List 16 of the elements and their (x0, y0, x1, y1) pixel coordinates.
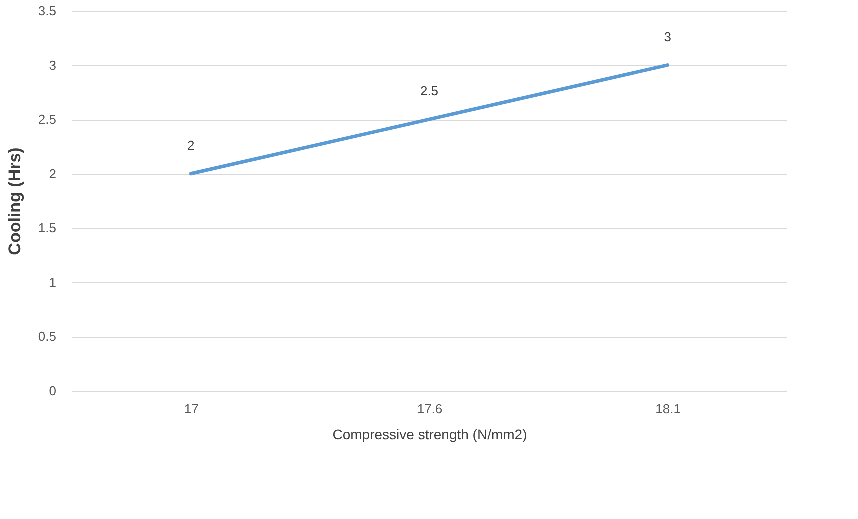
data-label: 2.5 (420, 84, 439, 99)
y-axis-title: Cooling (Hrs) (5, 148, 24, 256)
x-tick-label: 17.6 (417, 402, 443, 416)
y-tick-label: 3.5 (38, 4, 56, 18)
y-tick-label: 2 (49, 166, 56, 182)
y-tick-label: 1 (49, 274, 56, 290)
y-tick-label: 0.5 (38, 329, 56, 344)
y-tick-label: 2.5 (38, 112, 56, 128)
x-axis-title: Compressive strength (N/mm2) (332, 426, 528, 442)
data-label: 2 (188, 138, 195, 153)
y-tick-label: 3 (49, 58, 56, 73)
data-label: 3 (664, 29, 672, 44)
x-tick-label: 17 (184, 402, 199, 416)
y-tick-label: 1.5 (38, 220, 56, 236)
y-tick-label: 0 (49, 384, 56, 398)
x-tick-label: 18.1 (656, 402, 681, 416)
